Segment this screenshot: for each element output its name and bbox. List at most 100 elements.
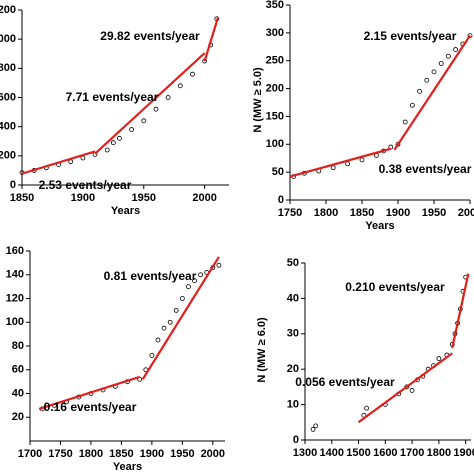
data-point (436, 356, 442, 361)
y-tick-label: 1200 (0, 4, 16, 16)
data-point (190, 71, 195, 77)
y-tick-label: 0 (293, 434, 299, 446)
data-point (167, 319, 173, 325)
y-tick-label: 40 (12, 387, 24, 399)
y-tick-label: 100 (266, 138, 284, 150)
data-point (364, 405, 369, 411)
y-tick-label: 50 (272, 166, 284, 178)
annotation: 7.71 events/year (66, 90, 159, 104)
y-tick-label: 0 (278, 194, 284, 206)
annotation: 29.82 events/year (100, 29, 200, 43)
y-tick-label: 10 (287, 399, 299, 411)
data-point (310, 426, 316, 432)
y-tick-label: 0 (10, 179, 16, 191)
x-tick-label: 1900 (386, 207, 410, 219)
data-point (417, 88, 423, 94)
x-tick-label: 1750 (48, 448, 72, 460)
annotation: 0.16 events/year (44, 400, 137, 414)
y-tick-label: 800 (0, 62, 16, 74)
data-point (409, 102, 415, 108)
data-point (149, 353, 155, 358)
data-point (177, 83, 183, 89)
data-point (438, 61, 444, 66)
y-axis-label: N (MW ≥ 5.0) (252, 67, 264, 133)
y-tick-label: 400 (0, 121, 16, 133)
x-tick-label: 2000 (458, 207, 474, 219)
x-tick-label: 1950 (132, 192, 156, 204)
x-tick-label: 1900 (453, 447, 474, 459)
x-tick-label: 1850 (350, 207, 374, 219)
annotation: 2.53 events/year (39, 178, 132, 192)
x-tick-label: 1400 (320, 447, 344, 459)
annotation: 2.15 events/year (364, 29, 457, 43)
fit-line (203, 16, 220, 62)
data-point (409, 388, 415, 393)
data-point (445, 53, 451, 59)
data-point (153, 106, 159, 112)
x-tick-label: 1600 (373, 447, 397, 459)
x-tick-label: 1900 (140, 448, 164, 460)
data-point (165, 95, 171, 100)
fit-line (451, 273, 470, 349)
x-tick-label: 1850 (109, 448, 133, 460)
data-point (424, 77, 430, 83)
data-point (129, 127, 134, 132)
data-point (404, 384, 410, 390)
data-point (402, 119, 408, 125)
fit-line (141, 256, 220, 380)
y-tick-label: 1000 (0, 33, 16, 45)
data-point (359, 157, 365, 163)
y-tick-label: 30 (287, 328, 299, 340)
data-point (198, 272, 204, 278)
y-tick-label: 80 (12, 340, 24, 352)
fit-line (94, 52, 206, 155)
data-point (467, 33, 473, 39)
y-tick-label: 160 (6, 245, 24, 257)
x-tick-label: 1950 (422, 207, 446, 219)
data-point (345, 161, 351, 167)
data-point (161, 325, 167, 331)
annotation: 0.210 events/year (345, 280, 445, 294)
x-tick-label: 1750 (278, 207, 302, 219)
y-tick-label: 200 (0, 150, 16, 162)
x-axis-label: Years (365, 220, 394, 232)
fit-line (38, 375, 141, 410)
y-tick-label: 140 (6, 269, 24, 281)
data-point (155, 337, 161, 343)
annotation: 0.81 events/year (104, 269, 197, 283)
y-tick-label: 150 (266, 110, 284, 122)
y-tick-label: 60 (12, 364, 24, 376)
y-tick-label: 20 (287, 363, 299, 375)
y-tick-label: 300 (266, 27, 284, 39)
data-point (453, 47, 459, 52)
x-tick-label: 1700 (18, 448, 42, 460)
data-point (173, 307, 179, 313)
data-point (313, 423, 319, 429)
y-tick-label: 250 (266, 55, 284, 67)
y-tick-label: 20 (12, 411, 24, 423)
fit-line (393, 35, 471, 151)
y-axis-label: N (MW ≥ 6.0) (256, 317, 268, 383)
data-point (186, 284, 191, 290)
data-point (110, 140, 116, 146)
x-tick-label: 1800 (79, 448, 103, 460)
x-tick-label: 1800 (427, 447, 451, 459)
x-tick-label: 1300 (293, 447, 317, 459)
x-tick-label: 1900 (71, 192, 95, 204)
fit-line (289, 147, 392, 178)
x-tick-label: 1850 (10, 192, 34, 204)
y-tick-label: 120 (6, 292, 24, 304)
data-point (192, 278, 197, 284)
x-tick-label: 2000 (192, 192, 216, 204)
x-axis-label: Years (113, 461, 142, 473)
fit-line (21, 150, 96, 175)
y-tick-label: 100 (6, 316, 24, 328)
y-tick-label: 40 (287, 292, 299, 304)
data-point (431, 69, 437, 75)
x-tick-label: 1500 (346, 447, 370, 459)
y-tick-label: 600 (0, 91, 16, 103)
x-tick-label: 2000 (201, 448, 225, 460)
y-tick-label: 200 (266, 82, 284, 94)
x-tick-label: 1950 (170, 448, 194, 460)
